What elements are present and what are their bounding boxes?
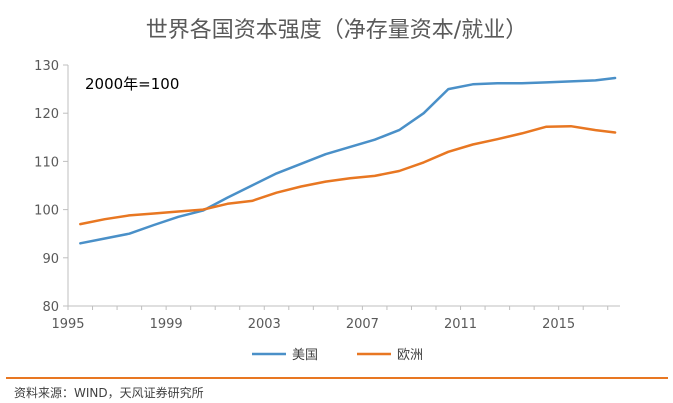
y-tick-label: 80 xyxy=(42,300,59,315)
y-tick-label: 120 xyxy=(34,107,59,122)
x-tick-label: 2011 xyxy=(444,317,477,332)
y-tick-label: 90 xyxy=(42,252,59,267)
legend-label-0: 美国 xyxy=(292,348,318,363)
x-tick-label: 2003 xyxy=(248,317,281,332)
x-tick-label: 1999 xyxy=(150,317,183,332)
x-tick-label: 2007 xyxy=(346,317,379,332)
x-tick-label: 1995 xyxy=(51,317,84,332)
source-divider xyxy=(6,377,668,379)
annotation-label: 2000年=100 xyxy=(85,75,179,93)
y-tick-label: 130 xyxy=(34,59,59,74)
axes: 80 90 100 110 120 130 1995 1999 2003 2007 2011 2015 xyxy=(34,59,620,332)
chart-title: 世界各国资本强度（净存量资本/就业） xyxy=(145,18,528,43)
legend: 美国 欧洲 xyxy=(252,348,423,363)
source-note: 资料来源：WIND，天风证券研究所 xyxy=(14,386,204,400)
series-line-1 xyxy=(79,124,617,226)
x-tick-label: 2015 xyxy=(542,317,575,332)
series-line-0 xyxy=(79,76,617,245)
series-layer xyxy=(79,76,617,245)
y-tick-label: 100 xyxy=(34,204,59,219)
y-tick-label: 110 xyxy=(34,155,59,170)
legend-label-1: 欧洲 xyxy=(397,348,423,363)
